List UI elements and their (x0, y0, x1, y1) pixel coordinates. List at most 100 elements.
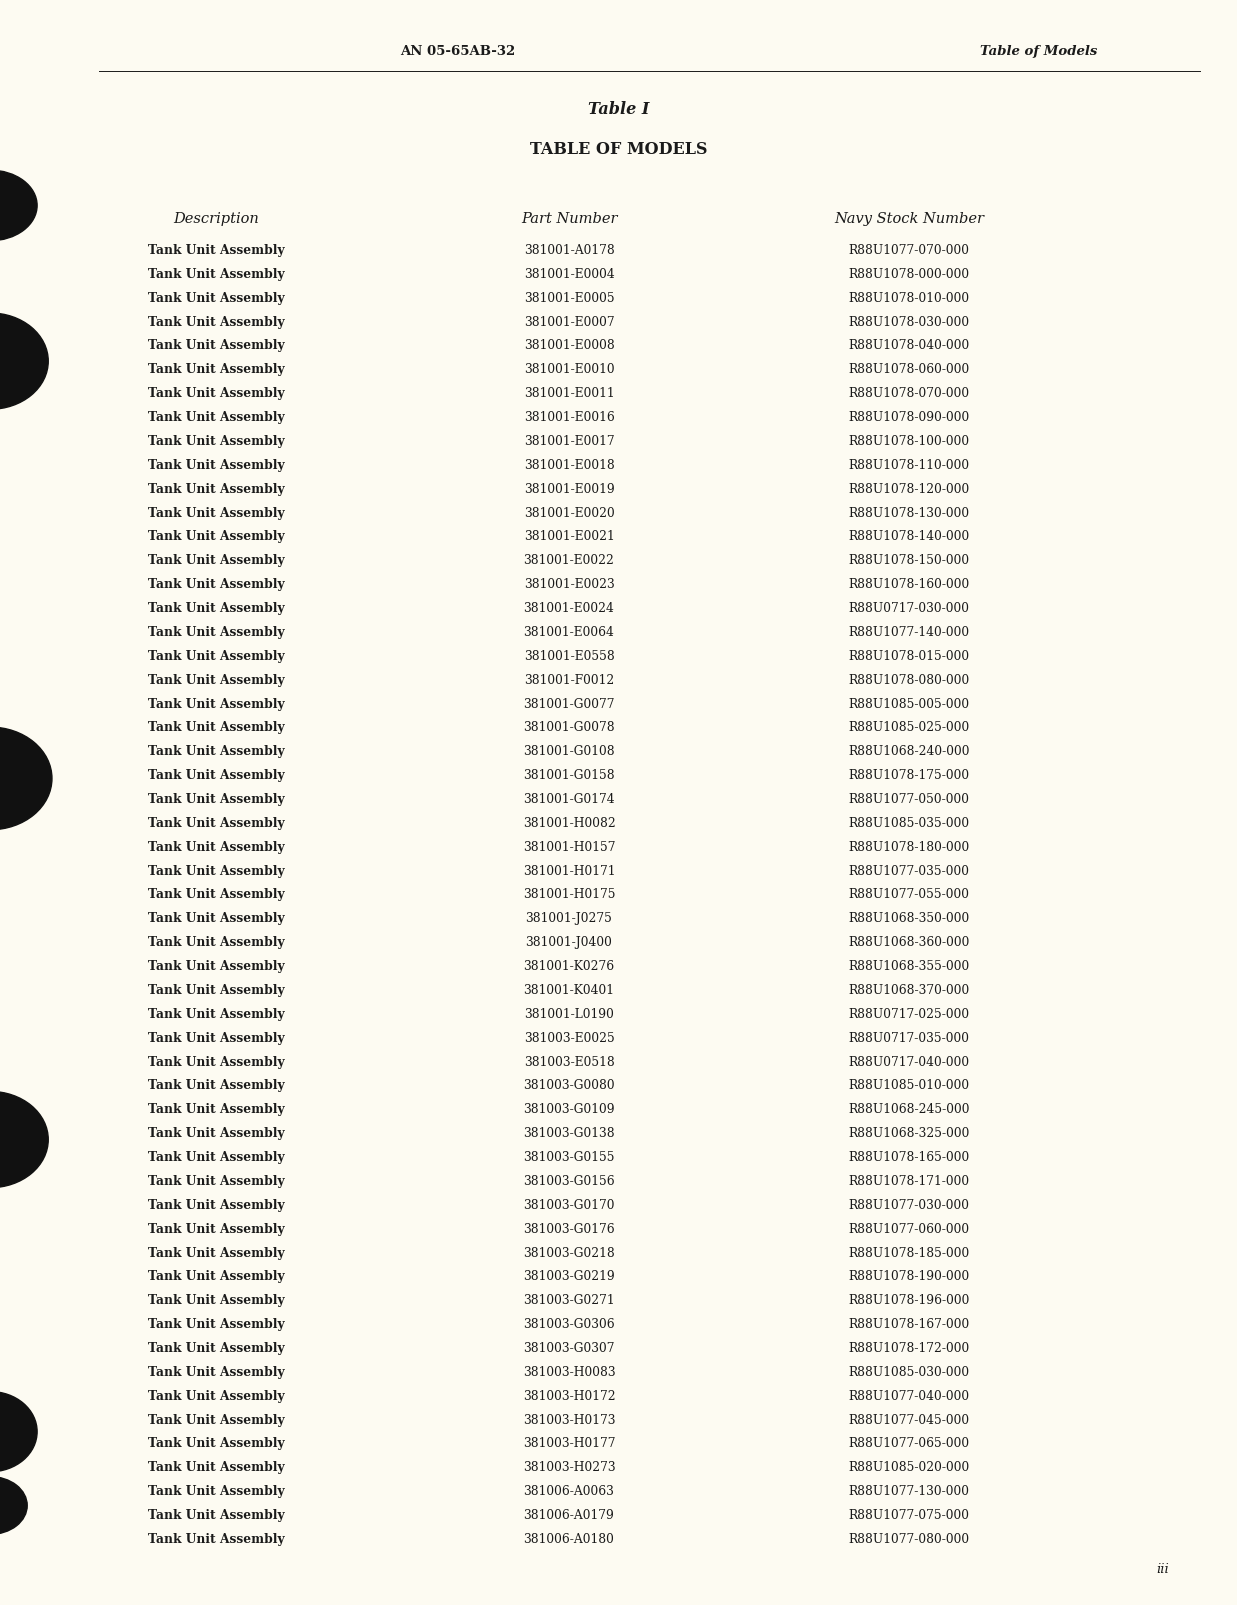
Text: Tank Unit Assembly: Tank Unit Assembly (148, 1342, 285, 1355)
Text: Tank Unit Assembly: Tank Unit Assembly (148, 650, 285, 663)
Text: 381003-G0156: 381003-G0156 (523, 1175, 615, 1188)
Text: Tank Unit Assembly: Tank Unit Assembly (148, 1223, 285, 1236)
Text: R88U1068-350-000: R88U1068-350-000 (849, 912, 970, 926)
Ellipse shape (0, 1477, 27, 1534)
Text: Tank Unit Assembly: Tank Unit Assembly (148, 1127, 285, 1140)
Text: 381003-H0177: 381003-H0177 (523, 1438, 615, 1451)
Text: R88U1078-010-000: R88U1078-010-000 (849, 292, 970, 305)
Text: R88U1078-140-000: R88U1078-140-000 (849, 530, 970, 544)
Text: Tank Unit Assembly: Tank Unit Assembly (148, 1318, 285, 1331)
Text: 381001-G0108: 381001-G0108 (523, 745, 615, 758)
Text: Tank Unit Assembly: Tank Unit Assembly (148, 1199, 285, 1212)
Text: 381001-E0023: 381001-E0023 (523, 578, 615, 591)
Text: 381001-E0021: 381001-E0021 (523, 530, 615, 544)
Ellipse shape (0, 727, 52, 830)
Text: Tank Unit Assembly: Tank Unit Assembly (148, 1103, 285, 1117)
Text: Tank Unit Assembly: Tank Unit Assembly (148, 1056, 285, 1069)
Text: R88U1078-080-000: R88U1078-080-000 (849, 674, 970, 687)
Text: 381003-H0173: 381003-H0173 (523, 1414, 615, 1427)
Text: Navy Stock Number: Navy Stock Number (834, 212, 985, 226)
Text: 381001-E0020: 381001-E0020 (523, 507, 615, 520)
Ellipse shape (0, 313, 48, 409)
Text: Tank Unit Assembly: Tank Unit Assembly (148, 554, 285, 567)
Text: 381001-E0005: 381001-E0005 (523, 292, 615, 305)
Text: Tank Unit Assembly: Tank Unit Assembly (148, 1533, 285, 1546)
Text: 381001-E0022: 381001-E0022 (523, 554, 615, 567)
Text: R88U1068-355-000: R88U1068-355-000 (849, 960, 970, 973)
Text: R88U1078-000-000: R88U1078-000-000 (849, 268, 970, 281)
Text: R88U1077-080-000: R88U1077-080-000 (849, 1533, 970, 1546)
Text: 381003-G0271: 381003-G0271 (523, 1294, 615, 1306)
Text: 381003-H0273: 381003-H0273 (523, 1462, 615, 1475)
Text: Tank Unit Assembly: Tank Unit Assembly (148, 1008, 285, 1021)
Ellipse shape (0, 1392, 37, 1472)
Text: 381001-A0178: 381001-A0178 (523, 244, 615, 257)
Text: Tank Unit Assembly: Tank Unit Assembly (148, 459, 285, 472)
Text: 381001-E0017: 381001-E0017 (523, 435, 615, 448)
Text: R88U1078-090-000: R88U1078-090-000 (849, 411, 970, 424)
Text: 381001-L0190: 381001-L0190 (524, 1008, 614, 1021)
Text: R88U1077-055-000: R88U1077-055-000 (849, 889, 970, 902)
Text: R88U1085-010-000: R88U1085-010-000 (849, 1080, 970, 1093)
Text: 381003-G0218: 381003-G0218 (523, 1247, 615, 1260)
Text: Tank Unit Assembly: Tank Unit Assembly (148, 1438, 285, 1451)
Text: R88U0717-025-000: R88U0717-025-000 (849, 1008, 970, 1021)
Text: 381003-G0176: 381003-G0176 (523, 1223, 615, 1236)
Text: R88U1077-070-000: R88U1077-070-000 (849, 244, 970, 257)
Text: 381003-E0025: 381003-E0025 (523, 1032, 615, 1045)
Text: 381001-H0171: 381001-H0171 (523, 865, 615, 878)
Text: 381001-E0008: 381001-E0008 (523, 339, 615, 353)
Text: R88U1078-110-000: R88U1078-110-000 (849, 459, 970, 472)
Text: 381001-E0007: 381001-E0007 (523, 316, 615, 329)
Text: Tank Unit Assembly: Tank Unit Assembly (148, 411, 285, 424)
Text: R88U1077-140-000: R88U1077-140-000 (849, 626, 970, 639)
Text: R88U1078-165-000: R88U1078-165-000 (849, 1151, 970, 1164)
Text: Tank Unit Assembly: Tank Unit Assembly (148, 769, 285, 782)
Text: R88U1078-172-000: R88U1078-172-000 (849, 1342, 970, 1355)
Text: 381006-A0179: 381006-A0179 (523, 1509, 615, 1522)
Text: 381001-G0174: 381001-G0174 (523, 793, 615, 806)
Text: Tank Unit Assembly: Tank Unit Assembly (148, 626, 285, 639)
Text: 381003-G0155: 381003-G0155 (523, 1151, 615, 1164)
Text: 381003-G0080: 381003-G0080 (523, 1080, 615, 1093)
Text: R88U1068-240-000: R88U1068-240-000 (849, 745, 970, 758)
Text: R88U1077-075-000: R88U1077-075-000 (849, 1509, 970, 1522)
Text: R88U1077-030-000: R88U1077-030-000 (849, 1199, 970, 1212)
Text: 381003-G0306: 381003-G0306 (523, 1318, 615, 1331)
Text: R88U1078-060-000: R88U1078-060-000 (849, 363, 970, 376)
Text: 381003-G0138: 381003-G0138 (523, 1127, 615, 1140)
Text: 381001-K0401: 381001-K0401 (523, 984, 615, 997)
Text: 381001-H0157: 381001-H0157 (523, 841, 615, 854)
Text: Tank Unit Assembly: Tank Unit Assembly (148, 483, 285, 496)
Text: Tank Unit Assembly: Tank Unit Assembly (148, 1080, 285, 1093)
Text: 381001-E0016: 381001-E0016 (523, 411, 615, 424)
Text: R88U1077-045-000: R88U1077-045-000 (849, 1414, 970, 1427)
Text: Description: Description (173, 212, 260, 226)
Text: 381001-E0004: 381001-E0004 (523, 268, 615, 281)
Text: 381001-G0077: 381001-G0077 (523, 698, 615, 711)
Text: Tank Unit Assembly: Tank Unit Assembly (148, 1271, 285, 1284)
Text: R88U1078-171-000: R88U1078-171-000 (849, 1175, 970, 1188)
Text: Tank Unit Assembly: Tank Unit Assembly (148, 960, 285, 973)
Text: R88U1085-005-000: R88U1085-005-000 (849, 698, 970, 711)
Text: 381001-G0078: 381001-G0078 (523, 721, 615, 735)
Text: Tank Unit Assembly: Tank Unit Assembly (148, 507, 285, 520)
Text: Tank Unit Assembly: Tank Unit Assembly (148, 1509, 285, 1522)
Text: 381003-H0083: 381003-H0083 (523, 1366, 615, 1379)
Text: R88U1077-060-000: R88U1077-060-000 (849, 1223, 970, 1236)
Text: 381003-H0172: 381003-H0172 (523, 1390, 615, 1403)
Text: R88U1078-185-000: R88U1078-185-000 (849, 1247, 970, 1260)
Text: 381003-G0219: 381003-G0219 (523, 1271, 615, 1284)
Text: R88U1078-120-000: R88U1078-120-000 (849, 483, 970, 496)
Text: R88U1068-360-000: R88U1068-360-000 (849, 936, 970, 949)
Text: R88U1078-150-000: R88U1078-150-000 (849, 554, 970, 567)
Text: Tank Unit Assembly: Tank Unit Assembly (148, 817, 285, 830)
Text: Tank Unit Assembly: Tank Unit Assembly (148, 936, 285, 949)
Text: R88U0717-040-000: R88U0717-040-000 (849, 1056, 970, 1069)
Text: Tank Unit Assembly: Tank Unit Assembly (148, 602, 285, 615)
Text: 381001-J0400: 381001-J0400 (526, 936, 612, 949)
Text: R88U1077-035-000: R88U1077-035-000 (849, 865, 970, 878)
Text: Tank Unit Assembly: Tank Unit Assembly (148, 292, 285, 305)
Text: 381003-G0170: 381003-G0170 (523, 1199, 615, 1212)
Text: Tank Unit Assembly: Tank Unit Assembly (148, 316, 285, 329)
